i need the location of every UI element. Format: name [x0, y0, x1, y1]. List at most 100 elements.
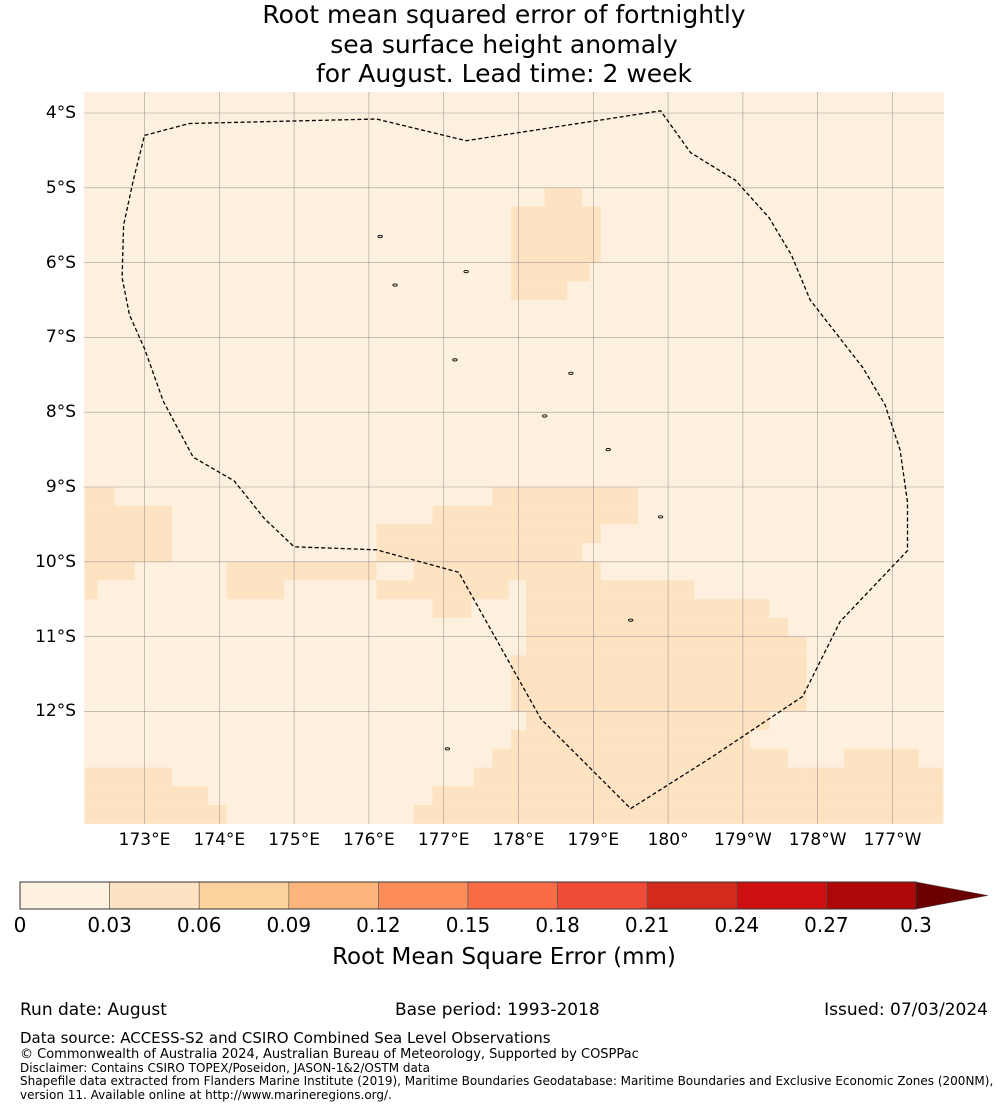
- map-background: [84, 92, 944, 824]
- issued-date: Issued: 07/03/2024: [824, 1000, 988, 1020]
- lon-tick-label: 178°E: [492, 830, 545, 850]
- lat-tick-label: 10°S: [35, 551, 76, 572]
- lon-tick-label: 179°E: [567, 830, 620, 850]
- rmse-cell: [525, 599, 770, 618]
- disclaimer: Disclaimer: Contains CSIRO TOPEX/Poseido…: [20, 1061, 430, 1075]
- colorbar-segment: [288, 881, 379, 910]
- lon-tick-label: 176°E: [343, 830, 395, 850]
- rmse-cell: [525, 636, 807, 656]
- rmse-cell: [492, 748, 788, 768]
- colorbar-tick-label: 0.03: [87, 913, 132, 937]
- rmse-cell: [511, 262, 590, 282]
- rmse-cell: [511, 730, 751, 749]
- island: [377, 234, 383, 238]
- copyright: © Commonwealth of Australia 2024, Austra…: [20, 1047, 639, 1062]
- rmse-cell: [511, 206, 601, 263]
- colorbar-tick-label: 0.3: [900, 913, 932, 937]
- base-period: Base period: 1993-2018: [395, 1000, 600, 1020]
- rmse-cell: [84, 804, 227, 824]
- colorbar-tick-label: 0.15: [445, 913, 491, 937]
- rmse-cell: [84, 505, 173, 562]
- colorbar-tick-label: 0.21: [624, 913, 670, 937]
- rmse-cell: [432, 786, 943, 805]
- lat-tick-label: 11°S: [35, 626, 76, 647]
- map-title: Root mean squared error of fortnightly s…: [0, 0, 1008, 89]
- colorbar-segment: [646, 881, 738, 910]
- title-line-1: Root mean squared error of fortnightly: [262, 0, 746, 29]
- rmse-cell: [432, 505, 639, 525]
- rmse-cell: [525, 711, 770, 731]
- rmse-cell: [806, 767, 943, 787]
- rmse-cell: [413, 804, 943, 824]
- rmse-cell: [525, 617, 788, 637]
- map-area: [84, 92, 944, 824]
- lat-tick-label: 6°S: [45, 252, 76, 273]
- lon-tick-label: 177°E: [417, 830, 470, 850]
- rmse-cell: [492, 487, 639, 506]
- gridlines: [84, 92, 944, 824]
- colorbar: [19, 881, 989, 910]
- rmse-cells: [84, 187, 943, 824]
- run-date: Run date: August: [20, 1000, 167, 1020]
- colorbar-segment: [826, 881, 917, 910]
- lat-tick-label: 5°S: [45, 177, 76, 198]
- rmse-cell: [84, 786, 209, 805]
- rmse-cell: [511, 281, 568, 300]
- lat-tick-label: 9°S: [45, 477, 76, 497]
- lon-tick-label: 177°W: [863, 830, 922, 850]
- lon-tick-label: 178°W: [788, 830, 847, 850]
- colorbar-segment: [109, 881, 200, 910]
- colorbar-tick-label: 0.12: [356, 913, 401, 937]
- colorbar-tick-label: 0.27: [804, 913, 849, 937]
- lat-tick-label: 8°S: [45, 402, 76, 423]
- colorbar-tick-label: 0.09: [266, 913, 312, 937]
- rmse-cell: [525, 580, 601, 600]
- island: [444, 747, 451, 751]
- rmse-cell: [600, 580, 695, 600]
- colorbar-segment: [467, 881, 558, 910]
- island: [657, 515, 664, 519]
- colorbar-tick-label: 0.06: [176, 913, 222, 937]
- rmse-cell: [473, 767, 807, 787]
- colorbar-segment: [378, 881, 469, 910]
- rmse-cell: [376, 543, 583, 562]
- island: [605, 448, 611, 452]
- island: [628, 618, 634, 622]
- rmse-cell: [843, 748, 919, 768]
- lat-tick-label: 7°S: [45, 327, 76, 348]
- lon-tick-label: 179°W: [714, 830, 772, 850]
- lon-tick-label: 173°E: [118, 830, 171, 850]
- rmse-cell: [432, 599, 472, 618]
- rmse-cell: [376, 580, 509, 600]
- shapefile-credit-1: Shapefile data extracted from Flanders M…: [20, 1074, 994, 1088]
- lon-tick-label: 180°: [647, 830, 689, 850]
- rmse-cell: [376, 524, 601, 544]
- lon-tick-label: 174°E: [193, 830, 246, 850]
- colorbar-outline: [19, 881, 917, 910]
- island: [452, 358, 458, 362]
- eez-boundary: [121, 110, 909, 810]
- colorbar-segment: [736, 881, 827, 910]
- title-line-3: for August. Lead time: 2 week: [315, 59, 693, 88]
- shapefile-credit-2: version 11. Available online at http://w…: [20, 1088, 392, 1102]
- title-line-2: sea surface height anomaly: [330, 29, 678, 59]
- rmse-cell: [84, 580, 98, 600]
- data-source: Data source: ACCESS-S2 and CSIRO Combine…: [20, 1029, 551, 1047]
- rmse-cell: [226, 561, 377, 581]
- colorbar-segment: [19, 881, 110, 910]
- colorbar-segment: [198, 881, 290, 910]
- rmse-cell: [544, 187, 583, 207]
- island: [463, 270, 469, 274]
- colorbar-extend-arrow: [915, 881, 989, 910]
- colorbar-tick-label: 0.24: [714, 913, 760, 937]
- rmse-cell: [413, 561, 601, 581]
- island: [542, 414, 548, 418]
- colorbar-label: Root Mean Square Error (mm): [332, 944, 676, 970]
- island: [392, 283, 398, 287]
- rmse-cell: [84, 487, 115, 506]
- lat-tick-label: 4°S: [45, 103, 76, 123]
- colorbar-tick-label: 0.18: [535, 913, 580, 937]
- rmse-cell: [226, 580, 285, 600]
- lon-tick-label: 175°E: [268, 830, 320, 850]
